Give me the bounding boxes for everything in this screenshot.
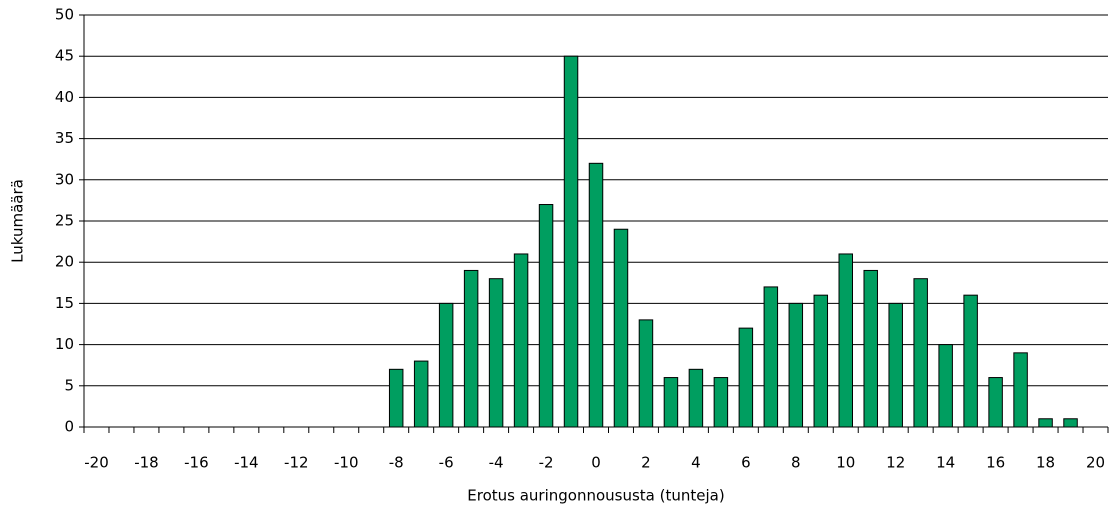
y-axis-label: Lukumäärä: [9, 179, 27, 263]
y-tick-label: 45: [55, 47, 74, 65]
bar: [1013, 352, 1028, 428]
bar: [738, 327, 754, 428]
bar: [938, 344, 953, 428]
x-tick-label: -14: [234, 454, 259, 472]
x-tick-label: -2: [539, 454, 554, 472]
x-tick-label: 8: [791, 454, 801, 472]
x-tick-label: 2: [641, 454, 651, 472]
bar: [963, 294, 978, 428]
bar: [563, 55, 579, 428]
bar: [713, 377, 729, 428]
x-tick-label: 0: [591, 454, 601, 472]
bar: [538, 204, 554, 428]
x-axis-label: Erotus auringonnoususta (tunteja): [467, 487, 724, 505]
bar: [763, 286, 779, 428]
y-tick-label: 15: [55, 294, 74, 312]
bar: [488, 278, 504, 428]
x-tick-label: -18: [134, 454, 159, 472]
bar: [788, 302, 804, 428]
y-tick-label: 35: [55, 129, 74, 147]
bar: [388, 368, 404, 428]
x-tick-label: 10: [836, 454, 855, 472]
x-tick-label: 20: [1086, 454, 1105, 472]
bar: [613, 228, 629, 428]
bar: [413, 360, 429, 428]
x-tick-label: 12: [886, 454, 905, 472]
x-tick-label: -16: [184, 454, 209, 472]
bar: [838, 253, 853, 428]
x-tick-label: 14: [936, 454, 955, 472]
bar: [888, 302, 903, 428]
x-tick-label: 6: [741, 454, 751, 472]
bar: [463, 269, 479, 428]
x-tick-label: -12: [284, 454, 309, 472]
bar: [513, 253, 529, 428]
x-tick-label: -8: [389, 454, 404, 472]
bar: [588, 162, 604, 428]
y-tick-label: 30: [55, 170, 74, 188]
bar: [688, 368, 704, 428]
x-tick-label: -4: [489, 454, 504, 472]
bar: [663, 377, 679, 428]
bar: [813, 294, 829, 428]
bar: [438, 302, 454, 428]
y-tick-label: 20: [55, 253, 74, 271]
y-tick-label: 10: [55, 335, 74, 353]
bar: [1038, 418, 1053, 428]
y-tick-label: 5: [64, 376, 74, 394]
x-tick-label: -10: [334, 454, 359, 472]
bar: [913, 278, 928, 428]
x-tick-label: 4: [691, 454, 701, 472]
y-tick-label: 25: [55, 212, 74, 230]
y-tick-label: 40: [55, 88, 74, 106]
x-tick-label: 18: [1036, 454, 1055, 472]
bar: [988, 377, 1003, 428]
y-tick-label: 50: [55, 6, 74, 24]
bar: [863, 269, 878, 428]
bar: [1063, 418, 1078, 428]
y-tick-label: 0: [64, 418, 74, 436]
x-tick-label: -6: [439, 454, 454, 472]
x-tick-label: -20: [84, 454, 109, 472]
bar: [638, 319, 654, 428]
x-tick-label: 16: [986, 454, 1005, 472]
